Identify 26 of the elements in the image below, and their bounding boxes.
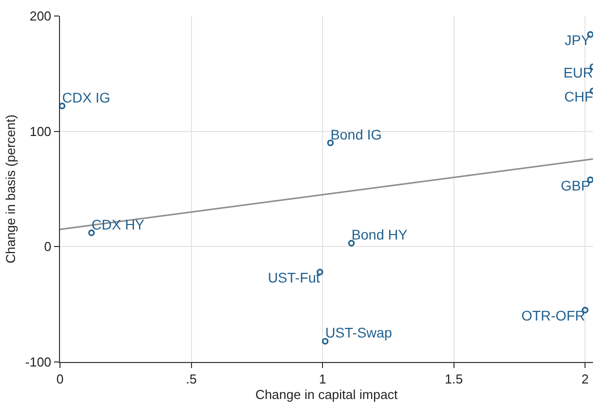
annotation: OTR-OFR	[521, 308, 586, 324]
x-tick-label: 0	[56, 372, 64, 387]
annotation: CDX HY	[92, 216, 146, 232]
y-axis-title: Change in basis (percent)	[3, 114, 18, 264]
point	[327, 140, 334, 146]
y-tick-label: 200	[30, 8, 52, 24]
x-tick-label: 2	[582, 372, 589, 387]
point	[348, 240, 355, 247]
annotation: Bond HY	[351, 226, 408, 243]
x-tick-label: 1.5	[444, 372, 463, 387]
annotation: JPY	[564, 32, 592, 48]
annotation: GBP	[560, 177, 590, 194]
point	[60, 102, 66, 110]
point	[88, 230, 95, 236]
annotation: CHF	[564, 88, 593, 104]
annotation: UST-Fut	[268, 270, 320, 286]
annotation: UST-Swap	[325, 324, 392, 341]
y-tick-label: 0	[44, 239, 52, 254]
x-tick-label: 1	[318, 372, 326, 387]
annotation: CDX IG	[62, 89, 110, 106]
y-tick-label: 100	[30, 124, 52, 139]
annotation: Bond IG	[330, 126, 382, 142]
x-tick-label: .5	[186, 372, 197, 387]
y-tick-label: -100	[25, 354, 52, 370]
x-axis-title: Change in capital impact	[255, 387, 398, 402]
annotation: EUR	[563, 64, 593, 80]
